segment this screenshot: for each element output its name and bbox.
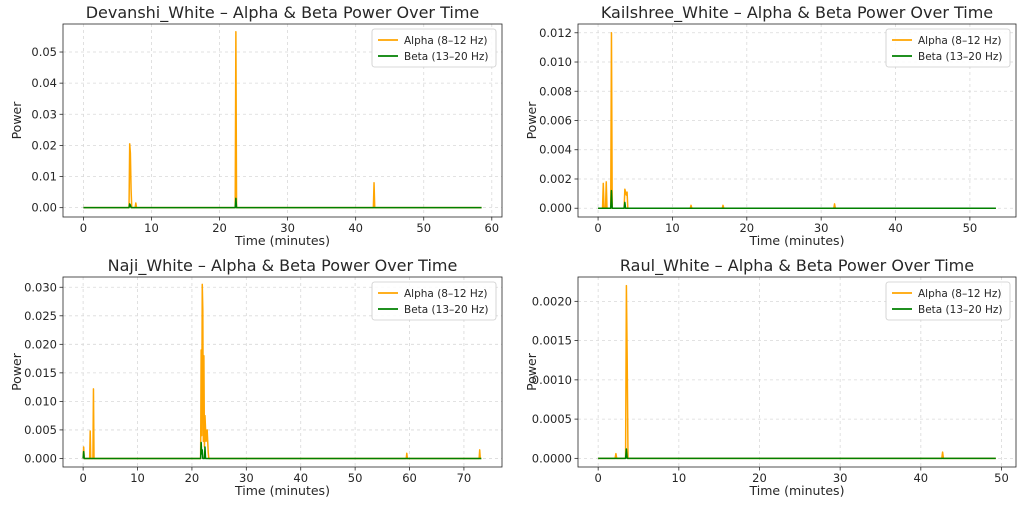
y-tick-label: 0.04 [31, 76, 57, 90]
y-tick-label: 0.002 [539, 172, 572, 186]
y-tick-label: 0.005 [24, 423, 57, 437]
x-tick-label: 0 [80, 221, 87, 235]
x-axis-label: Time (minutes) [234, 233, 330, 248]
x-axis-label: Time (minutes) [234, 483, 330, 498]
series-line-beta [82, 441, 482, 460]
legend-box [371, 28, 497, 68]
legend-label: Alpha (8–12 Hz) [918, 288, 1001, 300]
series-line-beta [83, 197, 482, 209]
chart-title: Naji_White – Alpha & Beta Power Over Tim… [108, 256, 458, 276]
x-tick-label: 20 [185, 471, 200, 485]
x-tick-label: 40 [913, 471, 928, 485]
y-tick-label: 0.0000 [532, 451, 572, 465]
legend-label: Beta (13–20 Hz) [404, 51, 488, 63]
legend: Alpha (8–12 Hz) Beta (13–20 Hz) [885, 281, 1011, 321]
series-line-beta [598, 448, 996, 460]
series-line-alpha [83, 31, 482, 209]
x-tick-label: 30 [814, 221, 829, 235]
y-tick-label: 0.010 [24, 394, 57, 408]
x-tick-label: 20 [739, 221, 754, 235]
chart-panel-3: 0 10 20 30 40 50 60 70 0.000 0.005 0.010 0.015 0.020… [9, 256, 503, 498]
x-tick-label: 10 [672, 471, 687, 485]
y-tick-label: 0.000 [539, 201, 572, 215]
y-tick-label: 0.02 [31, 138, 57, 152]
legend-box [371, 281, 497, 321]
y-tick-label: 0.0020 [532, 294, 572, 308]
series-line-alpha [82, 283, 482, 460]
x-tick-label: 30 [239, 471, 254, 485]
series-line-beta [598, 189, 996, 209]
x-tick-label: 0 [79, 471, 86, 485]
y-tick-label: 0.012 [539, 26, 572, 40]
x-axis-label: Time (minutes) [749, 483, 845, 498]
legend-label: Alpha (8–12 Hz) [404, 35, 487, 47]
y-tick-label: 0.030 [24, 280, 57, 294]
x-tick-label: 20 [752, 471, 767, 485]
y-tick-label: 0.010 [539, 55, 572, 69]
y-axis-label: Power [9, 101, 24, 140]
y-tick-label: 0.0005 [532, 412, 572, 426]
y-axis-label: Power [524, 352, 539, 391]
chart-title: Kailshree_White – Alpha & Beta Power Ove… [601, 3, 993, 23]
y-tick-label: 0.0015 [532, 334, 572, 348]
y-tick-label: 0.004 [539, 143, 572, 157]
plot-frame [62, 276, 503, 468]
y-tick-label: 0.05 [31, 45, 57, 59]
chart-panel-2: 0 10 20 30 40 50 0.000 0.002 0.004 0.006 0.008 0.01… [524, 3, 1017, 248]
chart-title: Raul_White – Alpha & Beta Power Over Tim… [620, 256, 974, 276]
x-tick-label: 60 [484, 221, 499, 235]
legend-box [885, 28, 1011, 68]
x-tick-label: 30 [833, 471, 848, 485]
legend-label: Alpha (8–12 Hz) [918, 35, 1001, 47]
chart-panel-1: 0 10 20 30 40 50 60 0.00 0.01 0.02 0.03 0.04 0.05 Dev… [9, 3, 503, 248]
x-axis-label: Time (minutes) [749, 233, 845, 248]
y-axis-label: Power [9, 352, 24, 391]
chart-panel-4: 0 10 20 30 40 50 0.0000 0.0005 0.0010 0.0015 0.002… [524, 256, 1017, 498]
x-tick-label: 10 [144, 221, 159, 235]
series-line-alpha [598, 284, 996, 460]
y-tick-label: 0.015 [24, 366, 57, 380]
legend-label: Beta (13–20 Hz) [918, 51, 1002, 63]
x-tick-label: 50 [994, 471, 1009, 485]
y-tick-label: 0.008 [539, 84, 572, 98]
legend-label: Beta (13–20 Hz) [918, 304, 1002, 316]
plot-frame [577, 276, 1017, 468]
x-tick-label: 10 [130, 471, 145, 485]
x-tick-label: 50 [416, 221, 431, 235]
legend-label: Alpha (8–12 Hz) [404, 288, 487, 300]
y-tick-label: 0.0010 [532, 373, 572, 387]
legend: Alpha (8–12 Hz) Beta (13–20 Hz) [371, 28, 497, 68]
x-tick-label: 40 [888, 221, 903, 235]
y-tick-label: 0.025 [24, 309, 57, 323]
legend-box [885, 281, 1011, 321]
x-tick-label: 40 [348, 221, 363, 235]
legend-label: Beta (13–20 Hz) [404, 304, 488, 316]
x-tick-label: 0 [594, 221, 601, 235]
x-tick-label: 20 [212, 221, 227, 235]
y-tick-label: 0.006 [539, 114, 572, 128]
x-tick-label: 60 [402, 471, 417, 485]
chart-title: Devanshi_White – Alpha & Beta Power Over… [86, 3, 480, 23]
y-tick-label: 0.020 [24, 337, 57, 351]
legend: Alpha (8–12 Hz) Beta (13–20 Hz) [371, 281, 497, 321]
y-axis-label: Power [524, 101, 539, 140]
y-tick-label: 0.000 [24, 451, 57, 465]
y-tick-label: 0.03 [31, 107, 57, 121]
plot-frame [62, 23, 503, 218]
x-tick-label: 70 [457, 471, 472, 485]
y-tick-label: 0.00 [31, 201, 57, 215]
y-tick-label: 0.01 [31, 170, 57, 184]
x-tick-label: 0 [595, 471, 602, 485]
legend: Alpha (8–12 Hz) Beta (13–20 Hz) [885, 28, 1011, 68]
x-tick-label: 30 [280, 221, 295, 235]
x-tick-label: 40 [293, 471, 308, 485]
x-tick-label: 50 [963, 221, 978, 235]
x-tick-label: 50 [348, 471, 363, 485]
x-tick-label: 10 [665, 221, 680, 235]
